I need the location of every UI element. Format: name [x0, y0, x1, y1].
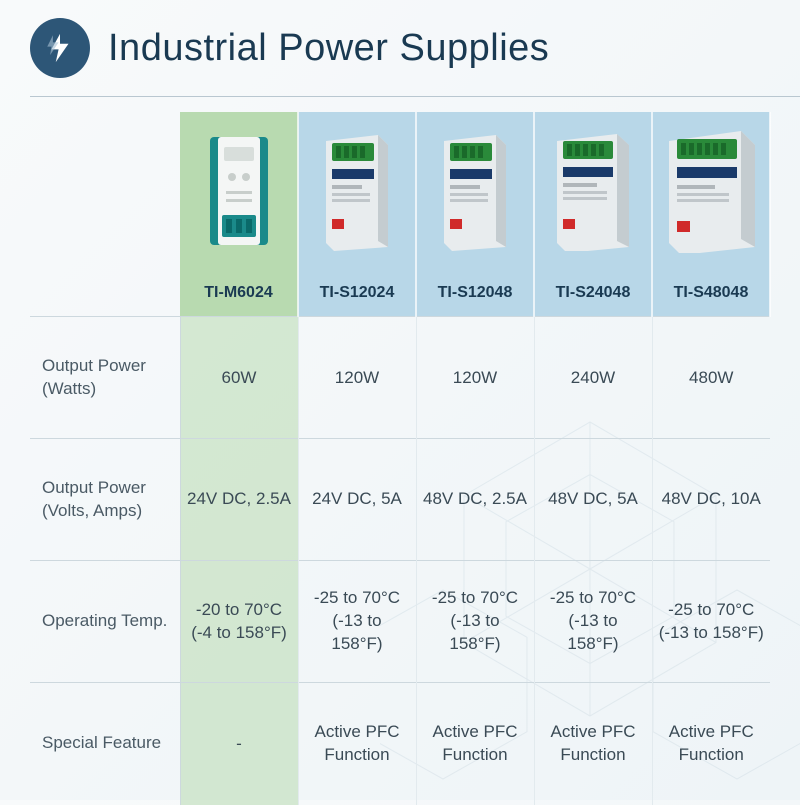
cell: 480W	[652, 317, 770, 439]
product-image-icon	[436, 131, 514, 251]
product-image-cell	[180, 112, 298, 270]
product-image-icon	[549, 131, 637, 251]
cell: 48V DC, 5A	[534, 439, 652, 561]
product-image-row	[30, 112, 770, 270]
cell: 120W	[298, 317, 416, 439]
product-image-icon	[318, 131, 396, 251]
product-name: TI-S48048	[652, 270, 770, 317]
product-image-cell	[652, 112, 770, 270]
cell: 240W	[534, 317, 652, 439]
product-image-cell	[534, 112, 652, 270]
product-image-icon	[204, 131, 274, 251]
product-image-cell	[416, 112, 534, 270]
product-image-cell	[298, 112, 416, 270]
cell: -25 to 70°C (-13 to 158°F)	[298, 561, 416, 683]
table-row: Output Power (Watts) 60W 120W 120W 240W …	[30, 317, 770, 439]
cell: 60W	[180, 317, 298, 439]
comparison-table: TI-M6024 TI-S12024 TI-S12048 TI-S24048 T…	[30, 112, 770, 805]
row-label: Special Feature	[30, 683, 180, 805]
cell: 24V DC, 5A	[298, 439, 416, 561]
cell: Active PFC Function	[416, 683, 534, 805]
cell: -25 to 70°C (-13 to 158°F)	[652, 561, 770, 683]
cell: 24V DC, 2.5A	[180, 439, 298, 561]
product-name: TI-S24048	[534, 270, 652, 317]
product-name: TI-S12024	[298, 270, 416, 317]
cell: -25 to 70°C (-13 to 158°F)	[416, 561, 534, 683]
row-label: Output Power (Volts, Amps)	[30, 439, 180, 561]
header-divider	[30, 96, 800, 97]
cell: Active PFC Function	[298, 683, 416, 805]
cell: -20 to 70°C (-4 to 158°F)	[180, 561, 298, 683]
product-image-icon	[661, 129, 761, 253]
cell: -	[180, 683, 298, 805]
cell: 48V DC, 10A	[652, 439, 770, 561]
row-label: Output Power (Watts)	[30, 317, 180, 439]
product-name: TI-S12048	[416, 270, 534, 317]
cell: 48V DC, 2.5A	[416, 439, 534, 561]
table-row: Special Feature - Active PFC Function Ac…	[30, 683, 770, 805]
cell: 120W	[416, 317, 534, 439]
page-header: Industrial Power Supplies	[0, 0, 800, 92]
table-row: Operating Temp. -20 to 70°C (-4 to 158°F…	[30, 561, 770, 683]
product-name: TI-M6024	[180, 270, 298, 317]
table-row: Output Power (Volts, Amps) 24V DC, 2.5A …	[30, 439, 770, 561]
row-label: Operating Temp.	[30, 561, 180, 683]
lightning-icon	[30, 18, 90, 78]
cell: Active PFC Function	[652, 683, 770, 805]
product-header-row: TI-M6024 TI-S12024 TI-S12048 TI-S24048 T…	[30, 270, 770, 317]
cell: -25 to 70°C (-13 to 158°F)	[534, 561, 652, 683]
page-title: Industrial Power Supplies	[108, 27, 549, 70]
cell: Active PFC Function	[534, 683, 652, 805]
